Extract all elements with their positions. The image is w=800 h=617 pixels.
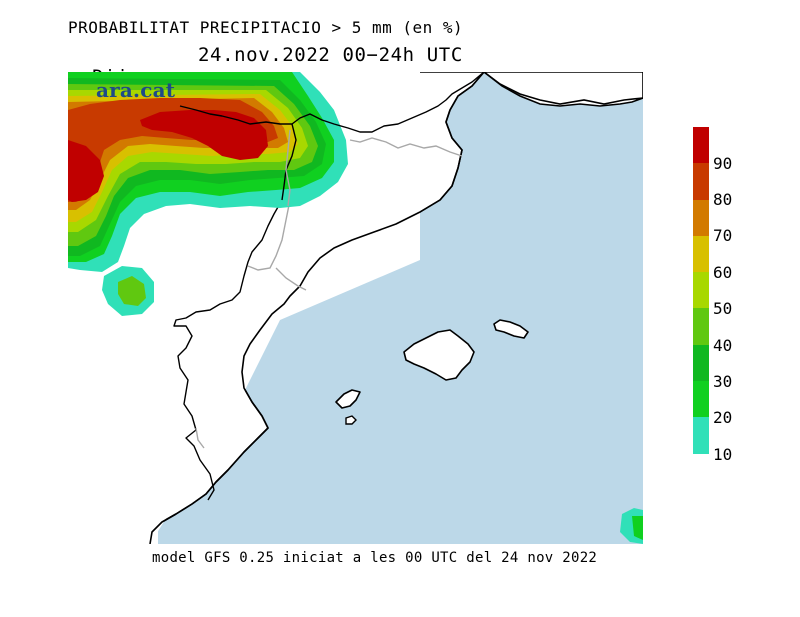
legend-swatch-80 — [693, 163, 709, 200]
legend-swatch-40 — [693, 308, 709, 345]
legend-swatch-70 — [693, 199, 709, 236]
ara-cat-logo: ara.cat — [96, 78, 176, 102]
legend-label: 50 — [713, 299, 733, 318]
legend-label: 40 — [713, 336, 733, 355]
legend-label: 70 — [713, 226, 733, 245]
legend-swatch-50 — [693, 272, 709, 309]
legend-swatch-10 — [693, 417, 709, 454]
legend-swatch-90 — [693, 127, 709, 164]
formentera-island — [345, 415, 357, 425]
legend-swatch-30 — [693, 344, 709, 382]
legend-label: 60 — [713, 263, 733, 282]
eivissa-island — [335, 389, 361, 409]
precipitation-map — [68, 72, 643, 544]
model-info-footer: model GFS 0.25 iniciat a les 00 UTC del … — [152, 550, 598, 566]
legend-label: 90 — [713, 154, 733, 173]
legend-swatch-60 — [693, 235, 709, 273]
legend-label: 80 — [713, 190, 733, 209]
map-title: PROBABILITAT PRECIPITACIO > 5 mm (en %) — [68, 18, 464, 37]
precipitation-shading — [68, 72, 348, 316]
legend-colorbar — [693, 127, 709, 454]
legend-label: 10 — [713, 445, 733, 464]
legend-swatch-20 — [693, 381, 709, 418]
menorca-island — [493, 319, 529, 339]
mallorca-island — [403, 329, 475, 381]
date-range-label: 24.nov.2022 00−24h UTC — [198, 44, 463, 66]
legend-label: 30 — [713, 372, 733, 391]
legend-label: 20 — [713, 408, 733, 427]
